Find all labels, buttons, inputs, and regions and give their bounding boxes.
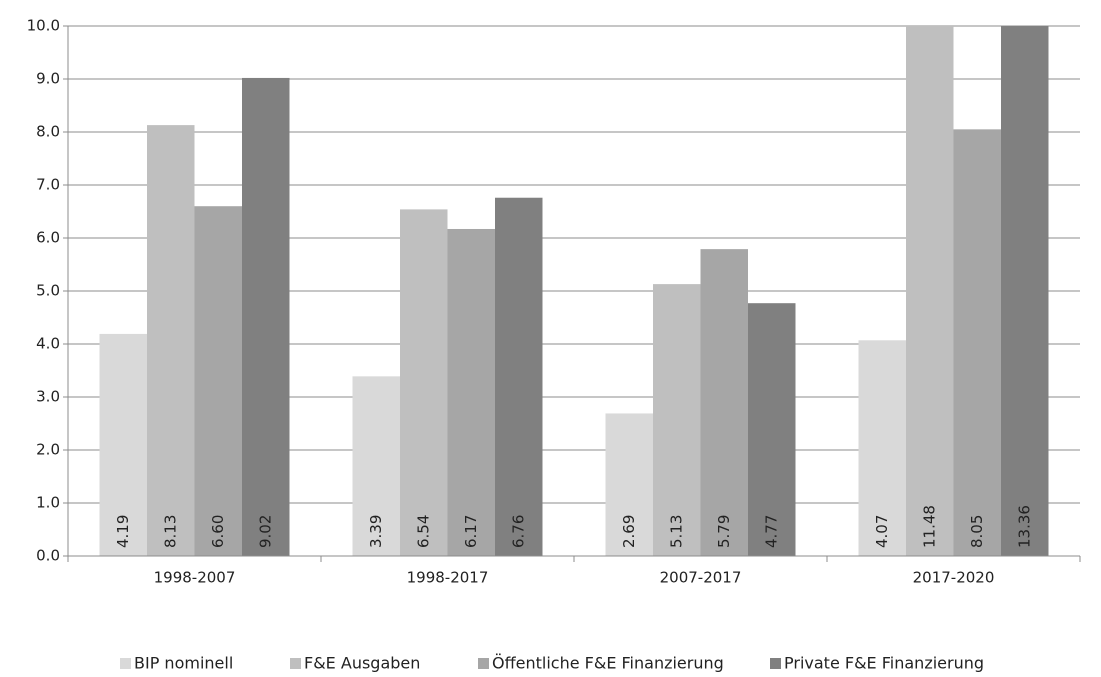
y-tick-label: 10.0 [27,17,60,35]
y-tick-label: 1.0 [36,494,60,512]
bar [700,249,748,556]
bar [147,125,195,556]
y-tick-label: 5.0 [36,282,60,300]
bar [99,333,147,556]
value-label: 2.69 [620,515,638,548]
value-label: 4.07 [873,515,891,548]
bar [447,228,495,556]
value-label: 8.05 [968,515,986,548]
legend-swatch [478,658,489,669]
foreground: 0.0 1.0 2.0 3.0 4.0 5.0 6.0 7.0 8.0 9.0 10.0 1998-2… [27,17,1081,673]
value-label: 6.17 [462,515,480,548]
x-tick-label: 1998-2017 [407,569,489,587]
bar [495,197,543,556]
legend-label: Private F&E Finanzierung [784,654,984,673]
y-tick-label: 9.0 [36,70,60,88]
x-tick-label: 2007-2017 [660,569,742,587]
bar [400,209,448,556]
legend-label: BIP nominell [134,654,233,673]
legend-label: F&E Ausgaben [304,654,420,673]
bars [99,26,1049,556]
bar [242,77,290,556]
y-tick-label: 2.0 [36,441,60,459]
value-label: 6.54 [414,515,432,548]
legend-swatch [120,658,131,669]
bar [194,206,242,556]
value-label: 4.77 [762,515,780,548]
bar [906,26,954,556]
bar [953,129,1001,556]
value-label: 11.48 [920,505,938,548]
legend-swatch [770,658,781,669]
y-tick-label: 0.0 [36,547,60,565]
bar [653,284,701,556]
value-label: 3.39 [367,515,385,548]
bar [748,303,796,556]
y-tick-label: 7.0 [36,176,60,194]
value-label: 6.76 [509,515,527,548]
bar [1001,26,1049,556]
y-tick-label: 8.0 [36,123,60,141]
bar [605,413,653,556]
legend-swatch [290,658,301,669]
bar [858,340,906,556]
value-label: 6.60 [209,515,227,548]
legend-label: Öffentliche F&E Finanzierung [492,654,724,673]
y-tick-label: 6.0 [36,229,60,247]
value-label: 5.13 [667,515,685,548]
y-tick-label: 3.0 [36,388,60,406]
y-tick-label: 4.0 [36,335,60,353]
x-tick-label: 1998-2007 [154,569,236,587]
value-label: 4.19 [114,515,132,548]
value-label: 5.79 [715,515,733,548]
value-label: 13.36 [1015,505,1033,548]
bar [352,376,400,556]
value-label: 9.02 [256,515,274,548]
value-label: 8.13 [161,515,179,548]
x-tick-label: 2017-2020 [913,569,995,587]
